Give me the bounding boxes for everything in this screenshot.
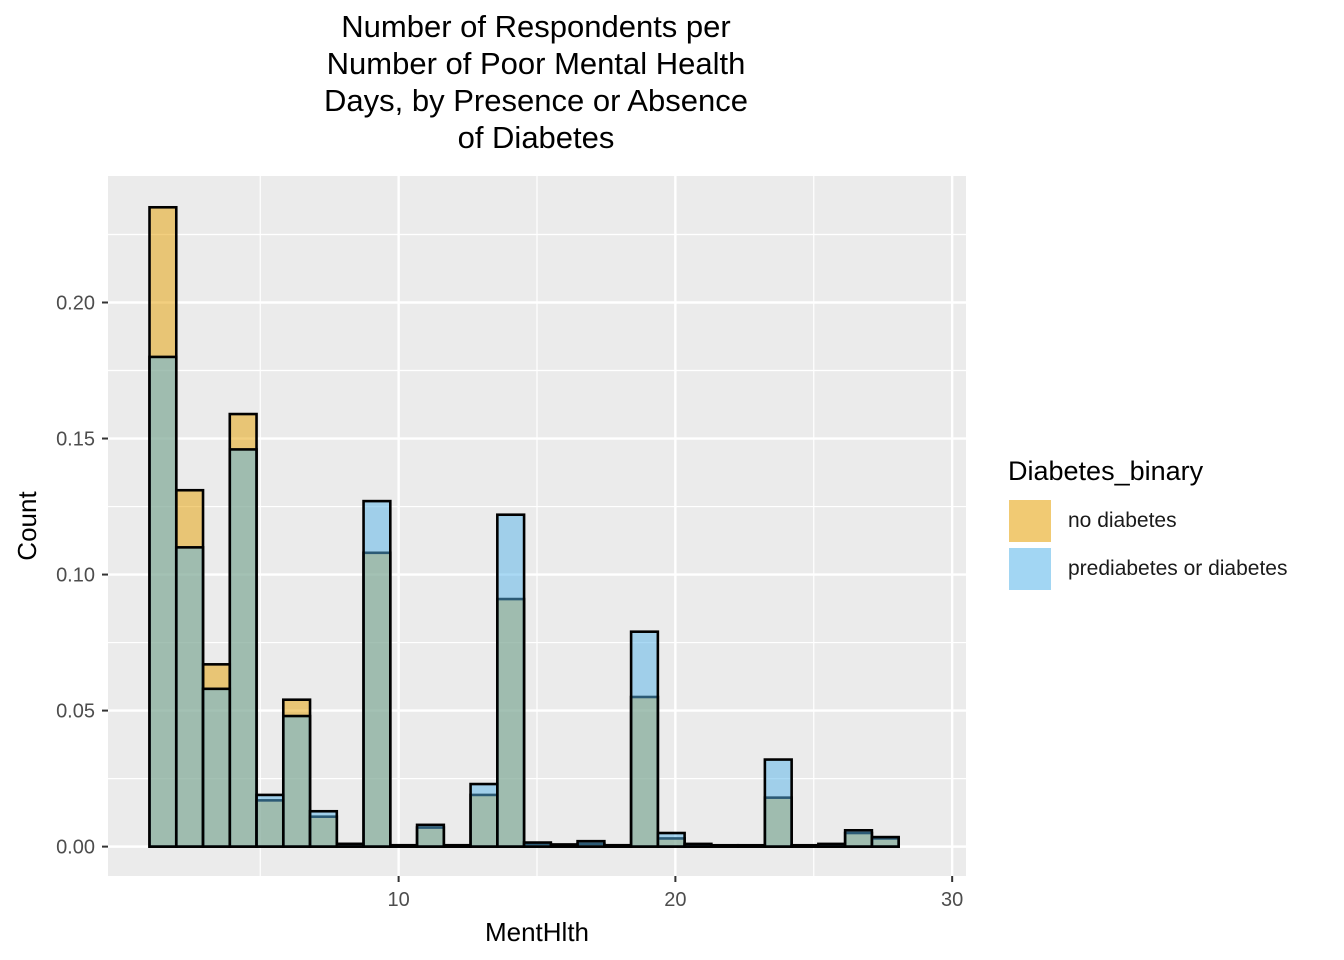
axes: 10 20 30 0.00 0.05 0.10 0.15 0.20 [56,293,963,911]
bar-prediabetes-or-diabetes [549,843,579,848]
bar-prediabetes-or-diabetes [308,809,339,848]
bar-prediabetes-or-diabetes [496,513,526,848]
x-tick-label: 10 [387,889,409,911]
bar-prediabetes-or-diabetes [415,823,446,848]
bar-prediabetes-or-diabetes [281,714,312,848]
legend-item-no-diabetes: no diabetes [1008,497,1288,545]
legend-key-no-diabetes [1008,499,1052,543]
y-tick-label: 0.05 [56,701,95,723]
bar-prediabetes-or-diabetes [522,841,553,848]
bar-prediabetes-or-diabetes [790,843,820,848]
bar-prediabetes-or-diabetes [763,758,793,848]
bar-prediabetes-or-diabetes [201,687,232,848]
bar-prediabetes-or-diabetes [629,630,660,848]
legend: Diabetes_binary no diabetes prediabetes … [1008,456,1288,593]
legend-item-prediabetes-or-diabetes: prediabetes or diabetes [1008,545,1288,593]
chart-title: Number of Respondents per Number of Poor… [236,8,836,156]
bar-prediabetes-or-diabetes [469,782,499,848]
legend-key-prediabetes-or-diabetes [1008,547,1052,591]
chart-title-line: Number of Poor Mental Health [326,46,746,81]
y-axis-label: Count [12,491,42,561]
bar-prediabetes-or-diabetes [228,448,258,848]
bar-prediabetes-or-diabetes [442,843,472,848]
bar-prediabetes-or-diabetes [870,835,900,848]
bar-prediabetes-or-diabetes [843,828,874,848]
x-axis-label: MentHlth [485,917,589,947]
bar-prediabetes-or-diabetes [148,355,178,848]
bar-prediabetes-or-diabetes [255,793,285,848]
legend-label: no diabetes [1068,509,1177,532]
y-tick-label: 0.00 [56,837,95,859]
bar-prediabetes-or-diabetes [335,842,365,848]
legend-label: prediabetes or diabetes [1068,557,1288,580]
bar-prediabetes-or-diabetes [736,843,767,848]
bars [148,205,900,848]
bar-prediabetes-or-diabetes [817,842,847,848]
y-tick-label: 0.20 [56,293,95,315]
chart-title-line: Days, by Presence or Absence [324,83,748,118]
x-tick-label: 20 [664,889,686,911]
legend-title: Diabetes_binary [1008,456,1204,486]
bar-prediabetes-or-diabetes [576,839,606,848]
bar-prediabetes-or-diabetes [683,842,713,848]
y-tick-label: 0.10 [56,565,95,587]
bar-prediabetes-or-diabetes [656,831,686,848]
bar-prediabetes-or-diabetes [389,843,419,848]
bar-prediabetes-or-diabetes [362,499,392,848]
bar-prediabetes-or-diabetes [710,843,740,848]
chart-title-line: Number of Respondents per [341,9,731,44]
chart-title-line: of Diabetes [457,120,615,155]
y-tick-label: 0.15 [56,429,95,451]
bar-prediabetes-or-diabetes [174,546,205,848]
bar-prediabetes-or-diabetes [603,843,633,848]
x-tick-label: 30 [941,889,963,911]
